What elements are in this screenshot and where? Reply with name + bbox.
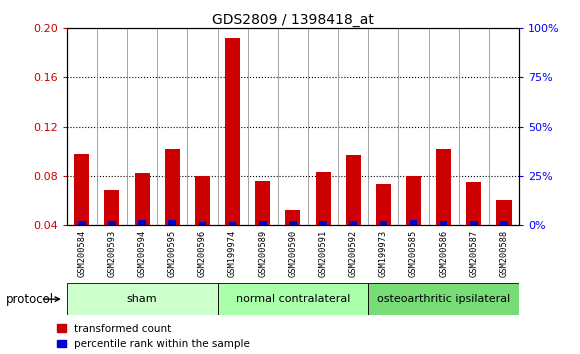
- Bar: [406, 176, 421, 274]
- Text: sham: sham: [127, 294, 157, 304]
- Bar: [225, 38, 240, 274]
- Text: normal contralateral: normal contralateral: [235, 294, 350, 304]
- Bar: [259, 221, 267, 274]
- Bar: [319, 221, 327, 274]
- Bar: [368, 283, 519, 315]
- Text: GSM200589: GSM200589: [258, 229, 267, 276]
- Text: GSM200592: GSM200592: [349, 229, 358, 276]
- Bar: [285, 210, 300, 274]
- Text: protocol: protocol: [6, 293, 54, 306]
- Text: GSM200591: GSM200591: [318, 229, 328, 276]
- Text: GSM200586: GSM200586: [439, 229, 448, 276]
- Bar: [500, 221, 508, 274]
- Bar: [376, 184, 391, 274]
- Text: GSM200596: GSM200596: [198, 229, 207, 276]
- Text: GSM200588: GSM200588: [499, 229, 509, 276]
- Bar: [436, 149, 451, 274]
- Bar: [229, 222, 237, 274]
- Text: GSM200594: GSM200594: [137, 229, 147, 276]
- Bar: [198, 222, 206, 274]
- Bar: [138, 220, 146, 274]
- Text: GSM200593: GSM200593: [107, 229, 117, 276]
- Bar: [218, 283, 368, 315]
- Text: osteoarthritic ipsilateral: osteoarthritic ipsilateral: [377, 294, 510, 304]
- Text: GSM199974: GSM199974: [228, 229, 237, 276]
- Bar: [289, 221, 297, 274]
- Text: GSM200585: GSM200585: [409, 229, 418, 276]
- Bar: [195, 176, 210, 274]
- Bar: [169, 220, 176, 274]
- Bar: [108, 221, 116, 274]
- Text: GSM200595: GSM200595: [168, 229, 177, 276]
- Bar: [379, 221, 387, 274]
- Bar: [78, 221, 86, 274]
- Bar: [440, 221, 448, 274]
- Text: GSM200587: GSM200587: [469, 229, 478, 276]
- Bar: [470, 221, 478, 274]
- Text: GSM200590: GSM200590: [288, 229, 298, 276]
- Legend: transformed count, percentile rank within the sample: transformed count, percentile rank withi…: [57, 324, 250, 349]
- Title: GDS2809 / 1398418_at: GDS2809 / 1398418_at: [212, 13, 374, 27]
- Bar: [409, 220, 418, 274]
- Bar: [346, 155, 361, 274]
- Bar: [349, 221, 357, 274]
- Bar: [466, 182, 481, 274]
- Bar: [74, 154, 89, 274]
- Bar: [165, 149, 180, 274]
- Text: GSM200584: GSM200584: [77, 229, 86, 276]
- Text: GSM199973: GSM199973: [379, 229, 388, 276]
- Bar: [496, 200, 512, 274]
- Bar: [104, 190, 119, 274]
- Bar: [67, 283, 218, 315]
- Bar: [255, 181, 270, 274]
- Bar: [316, 172, 331, 274]
- Bar: [135, 173, 150, 274]
